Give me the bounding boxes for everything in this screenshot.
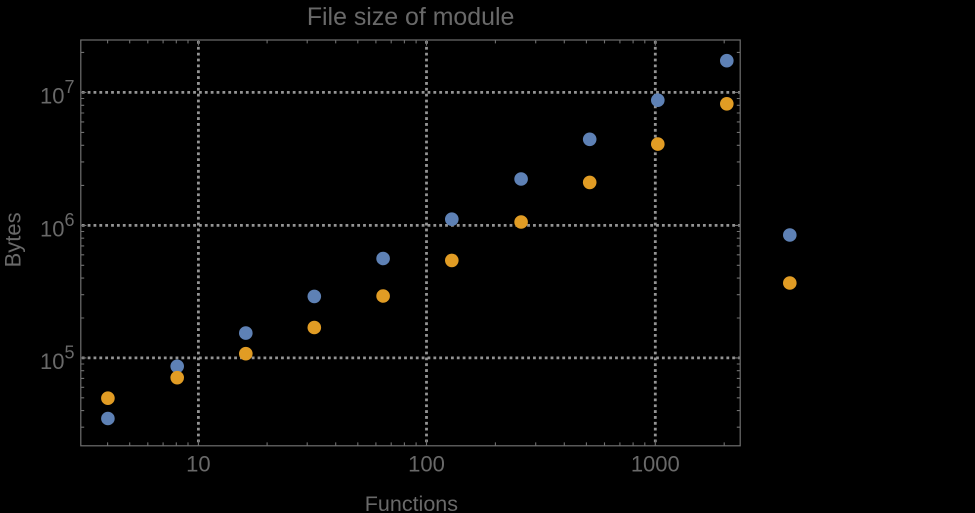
svg-text:10: 10 [186, 452, 210, 477]
svg-text:100: 100 [408, 452, 445, 477]
svg-text:Bytes: Bytes [0, 212, 25, 267]
svg-text:1000: 1000 [631, 452, 680, 477]
svg-text:Functions: Functions [365, 492, 458, 513]
svg-text:File size of module: File size of module [307, 3, 515, 31]
